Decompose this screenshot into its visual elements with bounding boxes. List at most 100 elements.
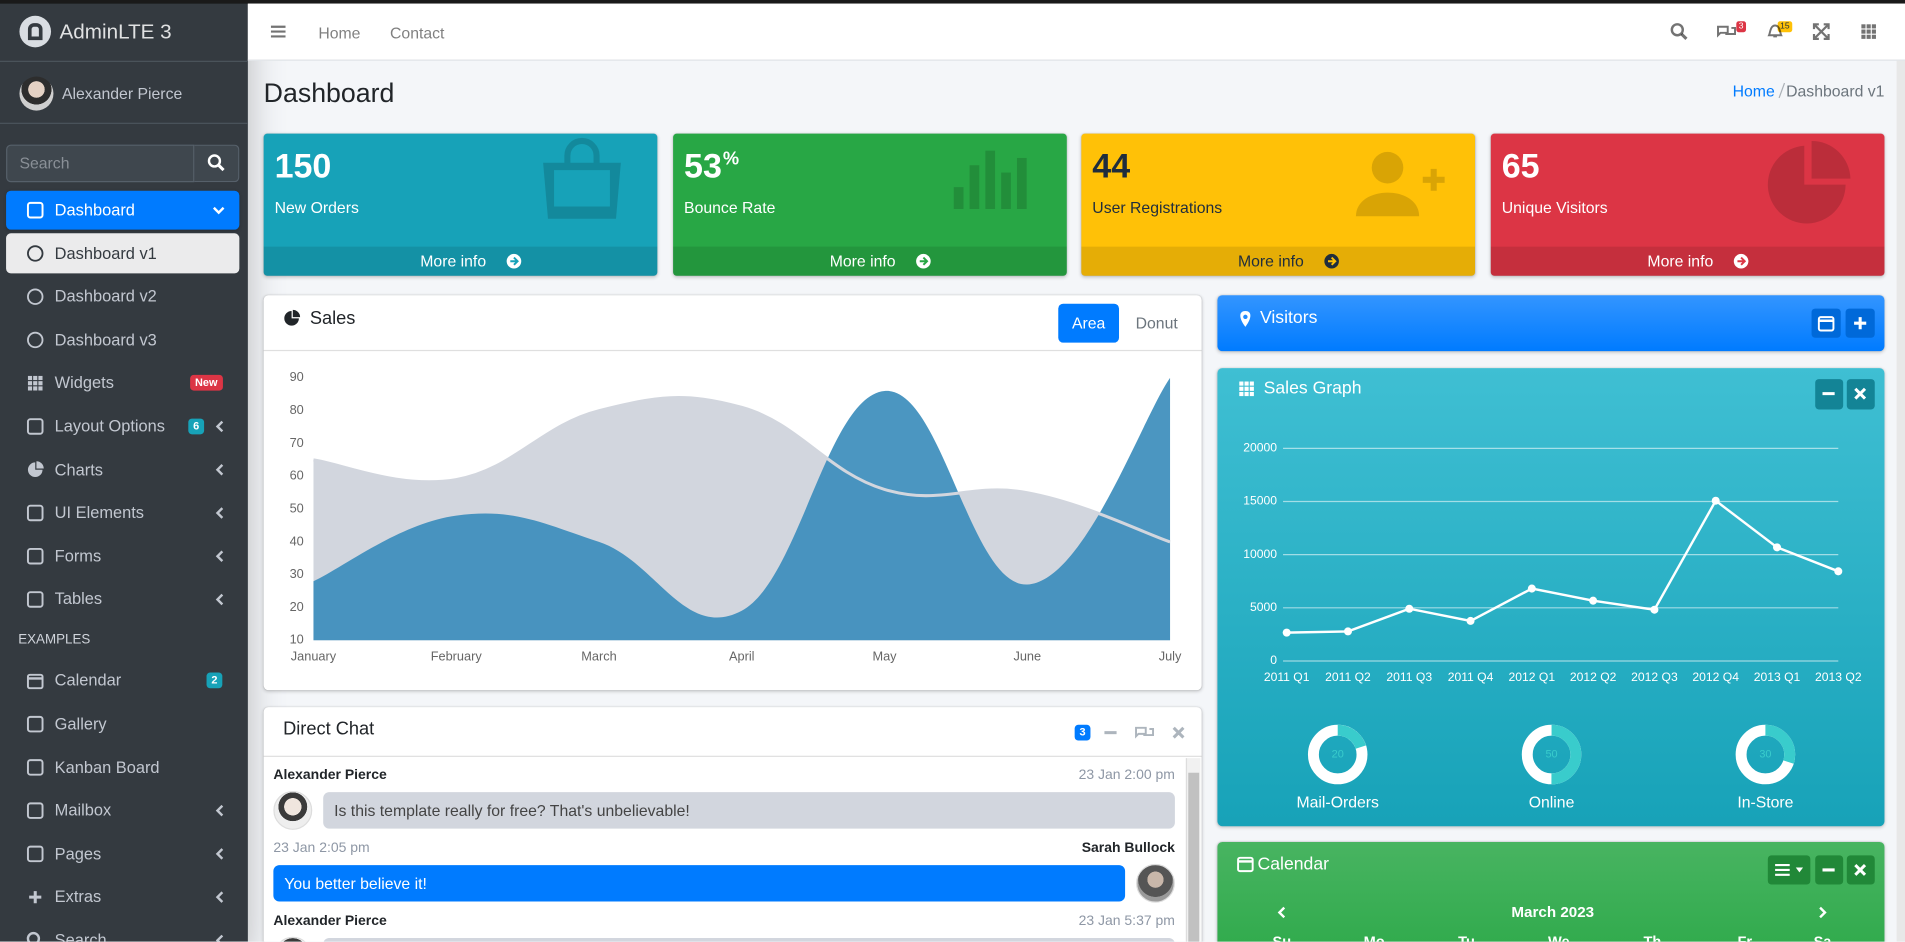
menu-item[interactable] (6, 921, 239, 942)
card-button[interactable] (1815, 855, 1844, 885)
card-title: Sales (309, 308, 356, 329)
chat-bubble (323, 792, 1175, 829)
nav-link[interactable]: Home (318, 23, 361, 42)
chat-name: Alexander Pierce (273, 913, 387, 929)
menu-label: Dashboard v2 (54, 287, 157, 306)
menu-label: Mailbox (54, 801, 112, 820)
card-button[interactable] (1767, 855, 1811, 885)
breadcrumb-divider (1778, 82, 1786, 99)
small-box (1081, 133, 1476, 276)
small-box-label: User Registrations (1092, 198, 1223, 217)
weekday: Tu (1458, 933, 1475, 942)
nav-link[interactable]: Contact (390, 23, 445, 42)
menu-item[interactable] (6, 450, 239, 489)
card-title: Direct Chat (283, 718, 375, 740)
card-button[interactable] (1846, 855, 1875, 885)
chat-scroll-thumb (1188, 772, 1200, 942)
brand-divider (0, 60, 248, 62)
chat-name: Sarah Bullock (1081, 841, 1175, 856)
page-title: Dashboard (263, 77, 395, 109)
chat-bubble (273, 865, 1126, 902)
small-box-label: Bounce Rate (684, 198, 776, 217)
breadcrumb-home[interactable]: Home (1732, 82, 1775, 101)
card-divider (263, 755, 1202, 757)
menu-label: Dashboard (54, 200, 135, 220)
weekday: Th (1643, 933, 1662, 942)
user-avatar (19, 76, 54, 111)
more-info[interactable]: More info (1237, 252, 1304, 271)
weekday: Su (1272, 933, 1292, 942)
chart-tab[interactable] (1058, 303, 1120, 343)
weekday: Fr (1737, 933, 1753, 942)
small-box (263, 133, 658, 276)
menu-label: Search (54, 930, 107, 942)
chat-badge: 3 (1074, 724, 1091, 741)
breadcrumb-current: Dashboard v1 (1786, 82, 1885, 101)
small-box-label: New Orders (274, 198, 359, 217)
menu-badge: New (190, 375, 223, 392)
small-box-label: Unique Visitors (1501, 198, 1608, 217)
small-box-footer[interactable] (1490, 246, 1885, 276)
small-box-footer[interactable] (263, 246, 658, 276)
menu-item-current[interactable] (6, 233, 240, 274)
card-button[interactable] (1846, 379, 1875, 410)
small-box-footer[interactable] (673, 246, 1067, 276)
menu-label: Charts (54, 460, 103, 479)
chat-name: Alexander Pierce (273, 768, 387, 783)
search-input[interactable] (6, 144, 195, 183)
small-box (1490, 133, 1885, 276)
menu-badge: 6 (188, 418, 205, 435)
more-info[interactable]: More info (829, 252, 896, 271)
menu-label: UI Elements (54, 503, 145, 522)
chat-text: You better believe it! (284, 874, 427, 893)
menu-item[interactable] (6, 791, 239, 830)
menu-label: Layout Options (54, 417, 166, 436)
menu-label: Widgets (54, 373, 114, 393)
menu-label: Forms (54, 546, 102, 566)
menu-label: Gallery (54, 714, 107, 733)
scrollbar (1896, 60, 1905, 942)
menu-header: EXAMPLES (18, 632, 91, 647)
menu-label: Kanban Board (54, 757, 160, 777)
menu-item[interactable] (6, 537, 239, 576)
sales-graph-card (1217, 368, 1885, 827)
menu-item-active[interactable] (6, 190, 240, 230)
card-title: Sales Graph (1263, 378, 1362, 399)
chart-tab-label[interactable]: Donut (1135, 314, 1178, 333)
menu-label: Extras (54, 887, 102, 906)
weekday: We (1548, 933, 1570, 942)
calendar-month: March 2023 (1511, 903, 1595, 921)
user-divider (0, 122, 248, 124)
chat-avatar (273, 790, 313, 830)
small-box-unit: % (722, 148, 740, 170)
notifications-badge: 15 (1777, 21, 1793, 33)
menu-item[interactable] (6, 834, 239, 873)
card-button[interactable] (1811, 308, 1841, 338)
brand-text: AdminLTE 3 (59, 20, 172, 44)
chart-tab-label[interactable]: Area (1071, 314, 1106, 333)
menu-label: Calendar (54, 671, 122, 690)
small-box-footer[interactable] (1081, 246, 1476, 276)
menu-badge: 2 (206, 672, 223, 689)
brand-logo-mark (27, 23, 43, 41)
card-button[interactable] (1815, 379, 1844, 410)
search-placeholder: Search (19, 153, 70, 172)
chat-bubble (323, 937, 1175, 942)
navbar (247, 3, 1905, 61)
chat-time: 23 Jan 2:00 pm (1078, 768, 1175, 783)
more-info[interactable]: More info (420, 252, 487, 271)
brand-logo (19, 15, 52, 48)
menu-item[interactable] (6, 661, 239, 700)
menu-item[interactable] (6, 580, 239, 619)
menu-label: Pages (54, 844, 102, 863)
more-info[interactable]: More info (1647, 252, 1714, 271)
search-button[interactable] (194, 144, 240, 183)
user-name: Alexander Pierce (61, 84, 183, 103)
sales-card (263, 295, 1202, 691)
visitors-card (1217, 295, 1885, 352)
card-button[interactable] (1845, 308, 1875, 338)
top-strip (0, 0, 1905, 4)
menu-item[interactable] (6, 705, 239, 744)
menu-item[interactable] (6, 878, 239, 917)
